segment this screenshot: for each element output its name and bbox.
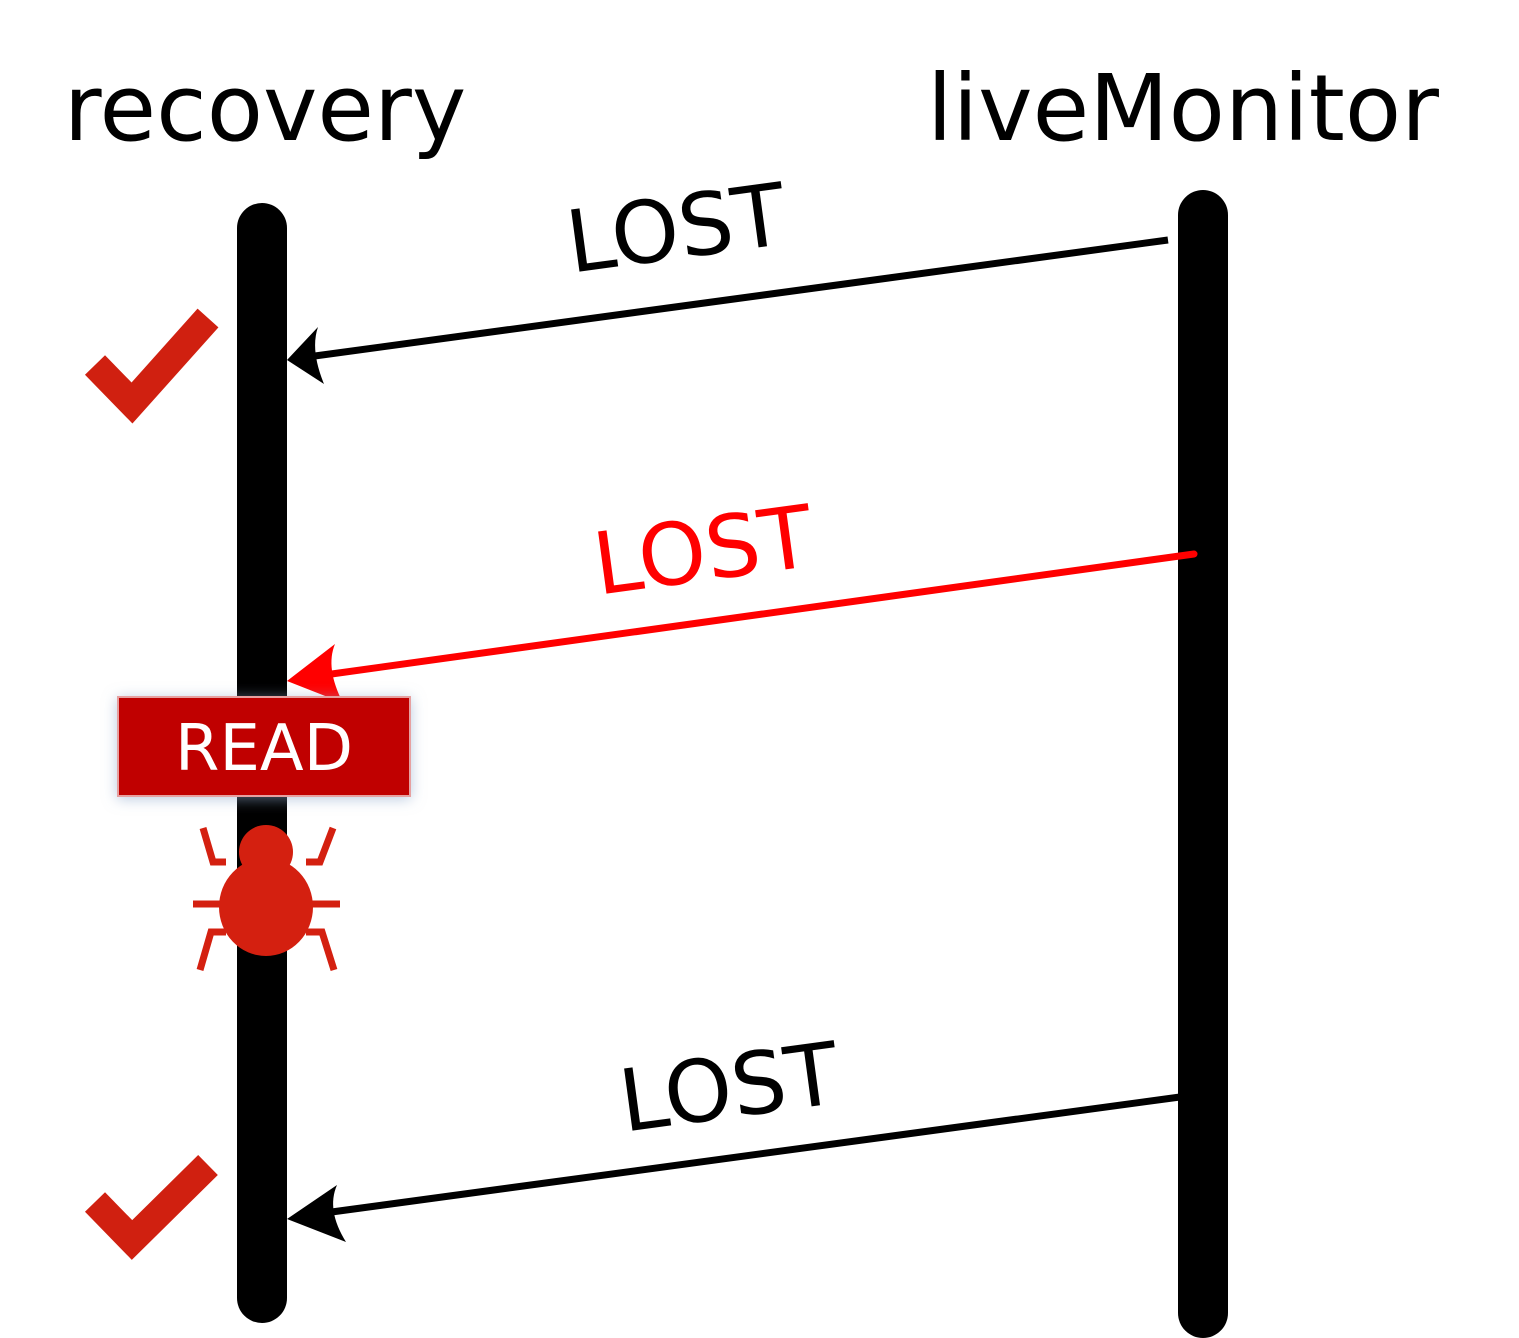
message-2-arrowhead — [287, 644, 343, 703]
message-3-arrowhead — [287, 1185, 346, 1242]
bug-icon — [193, 825, 340, 972]
message-2-arrow-line — [306, 550, 1198, 681]
read-event-box — [117, 696, 411, 797]
message-3-arrow-line — [301, 1093, 1181, 1220]
read-event-label: READ — [175, 712, 353, 786]
message-1-arrowhead — [287, 327, 324, 384]
check-icon — [84, 308, 219, 424]
read-event: READ — [117, 696, 411, 797]
message-1-label: LOST — [561, 165, 793, 294]
message-2: LOST — [287, 487, 1198, 703]
message-3-label: LOST — [614, 1024, 846, 1153]
message-1-arrow-line — [299, 236, 1169, 362]
check-icon — [84, 1155, 218, 1260]
actor-recovery-label: recovery — [64, 55, 467, 162]
message-2-label: LOST — [588, 487, 820, 616]
message-1: LOST — [287, 165, 1169, 384]
actor-livemonitor-label: liveMonitor — [927, 55, 1439, 162]
message-3: LOST — [287, 1024, 1181, 1242]
